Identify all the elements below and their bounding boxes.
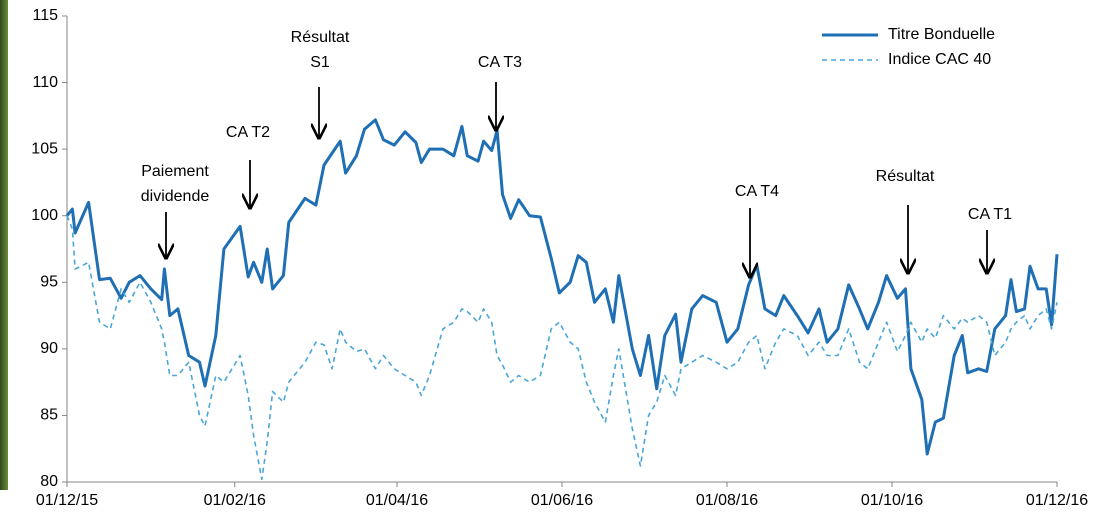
annotation-text: CA T4 — [735, 183, 779, 200]
annotation-text: Résultat — [876, 168, 935, 185]
annotation-text: S1 — [310, 54, 330, 71]
annotation-text: dividende — [141, 188, 210, 205]
y-tick-label: 95 — [40, 274, 58, 291]
annotation-text: CA T3 — [478, 54, 522, 71]
annotation-text: Paiement — [141, 163, 209, 180]
x-tick-label: 01/08/16 — [696, 492, 758, 509]
x-tick-label: 01/12/15 — [36, 492, 98, 509]
y-tick-label: 80 — [40, 473, 58, 490]
annotation-text: Résultat — [291, 29, 350, 46]
y-tick-label: 90 — [40, 340, 58, 357]
legend-label: Titre Bonduelle — [888, 26, 995, 43]
x-tick-label: 01/10/16 — [861, 492, 923, 509]
y-tick-label: 105 — [31, 140, 58, 157]
x-tick-label: 01/06/16 — [531, 492, 593, 509]
photo-strip — [0, 0, 8, 490]
x-tick-label: 01/04/16 — [366, 492, 428, 509]
x-tick-label: 01/12/16 — [1026, 492, 1088, 509]
annotation-text: CA T1 — [968, 206, 1012, 223]
series-line — [65, 118, 1059, 456]
y-tick-label: 85 — [40, 407, 58, 424]
y-tick-label: 110 — [32, 74, 58, 91]
annotation-text: CA T2 — [226, 124, 270, 141]
legend-label: Indice CAC 40 — [888, 51, 991, 68]
x-tick-label: 01/02/16 — [204, 492, 266, 509]
y-tick-label: 100 — [31, 207, 58, 224]
y-tick-label: 115 — [32, 7, 58, 24]
series-line — [66, 215, 1058, 481]
